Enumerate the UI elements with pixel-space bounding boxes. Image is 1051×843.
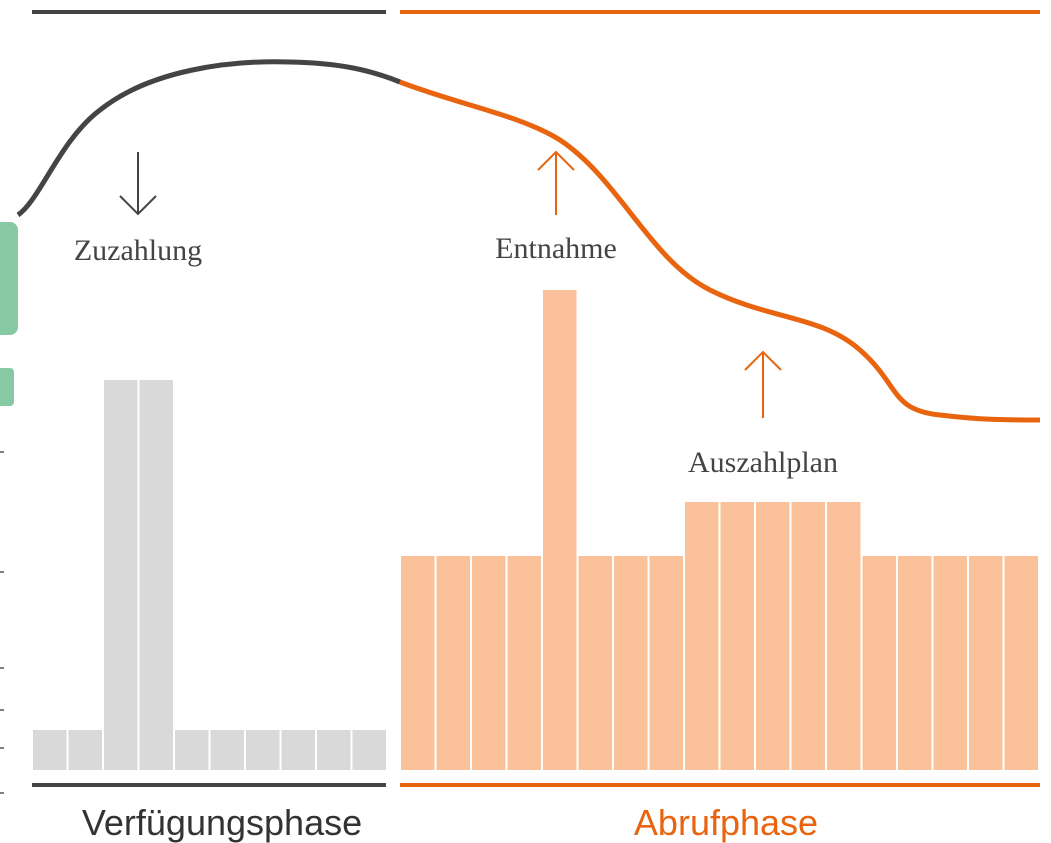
bar xyxy=(246,730,280,770)
phase-label: Abrufphase xyxy=(634,802,818,843)
bar xyxy=(352,730,386,770)
curve xyxy=(16,59,401,218)
bar xyxy=(281,730,315,770)
bars xyxy=(33,290,1038,770)
bar xyxy=(862,556,896,770)
bar xyxy=(969,556,1003,770)
bar xyxy=(1004,556,1038,770)
bar xyxy=(649,556,683,770)
bar xyxy=(614,556,648,770)
bar xyxy=(436,556,470,770)
label: Auszahlplan xyxy=(688,446,838,479)
bar xyxy=(791,502,825,770)
bar xyxy=(139,380,173,770)
bar xyxy=(401,556,435,770)
arrow xyxy=(119,152,157,216)
bar xyxy=(685,502,719,770)
label: Entnahme xyxy=(495,232,617,265)
side-box xyxy=(0,222,18,335)
bar xyxy=(33,730,67,770)
side-box xyxy=(0,368,14,406)
label: Zuzahlung xyxy=(74,234,202,267)
bar xyxy=(68,730,102,770)
bar xyxy=(104,380,138,770)
bar xyxy=(578,556,612,770)
bar xyxy=(175,730,209,770)
arrow xyxy=(537,150,782,418)
edge-ticks xyxy=(0,451,4,794)
curve xyxy=(399,79,1041,423)
bar xyxy=(933,556,967,770)
bar xyxy=(210,730,244,770)
bar xyxy=(756,502,790,770)
bar xyxy=(472,556,506,770)
bar xyxy=(317,730,351,770)
phase-label: Verfügungsphase xyxy=(82,802,362,843)
bar xyxy=(898,556,932,770)
bar xyxy=(543,290,577,770)
bar xyxy=(827,502,861,770)
bar xyxy=(720,502,754,770)
bar xyxy=(507,556,541,770)
